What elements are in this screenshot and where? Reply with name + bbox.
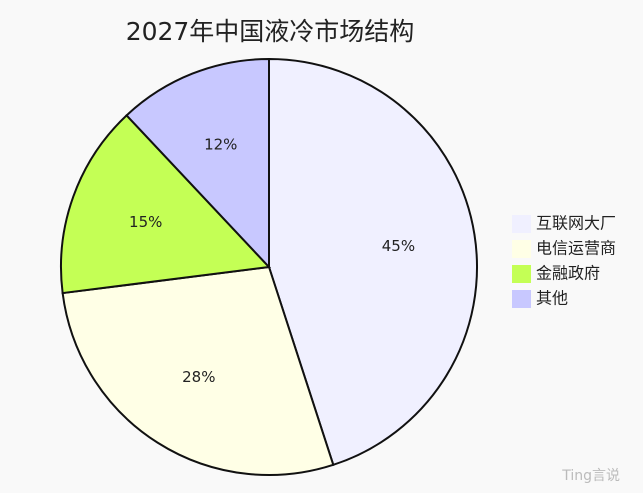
legend-swatch <box>512 215 531 233</box>
watermark: Ting言说 <box>561 468 620 484</box>
legend-label: 电信运营商 <box>536 239 616 258</box>
legend-swatch <box>512 265 531 283</box>
chart-title: 2027年中国液冷市场结构 <box>126 17 415 46</box>
legend-label: 其他 <box>536 289 568 308</box>
pie-slice <box>60 113 272 295</box>
value-label: 45% <box>382 237 415 255</box>
pie-slice <box>268 57 478 467</box>
value-label: 28% <box>182 368 215 386</box>
legend-swatch <box>512 290 531 308</box>
legend-label: 金融政府 <box>536 264 600 283</box>
pie-slice <box>61 265 335 476</box>
value-label: 15% <box>129 213 162 231</box>
value-label: 12% <box>204 136 237 154</box>
legend-label: 互联网大厂 <box>536 214 616 233</box>
legend-swatch <box>512 240 531 258</box>
pie-slice <box>125 57 270 270</box>
